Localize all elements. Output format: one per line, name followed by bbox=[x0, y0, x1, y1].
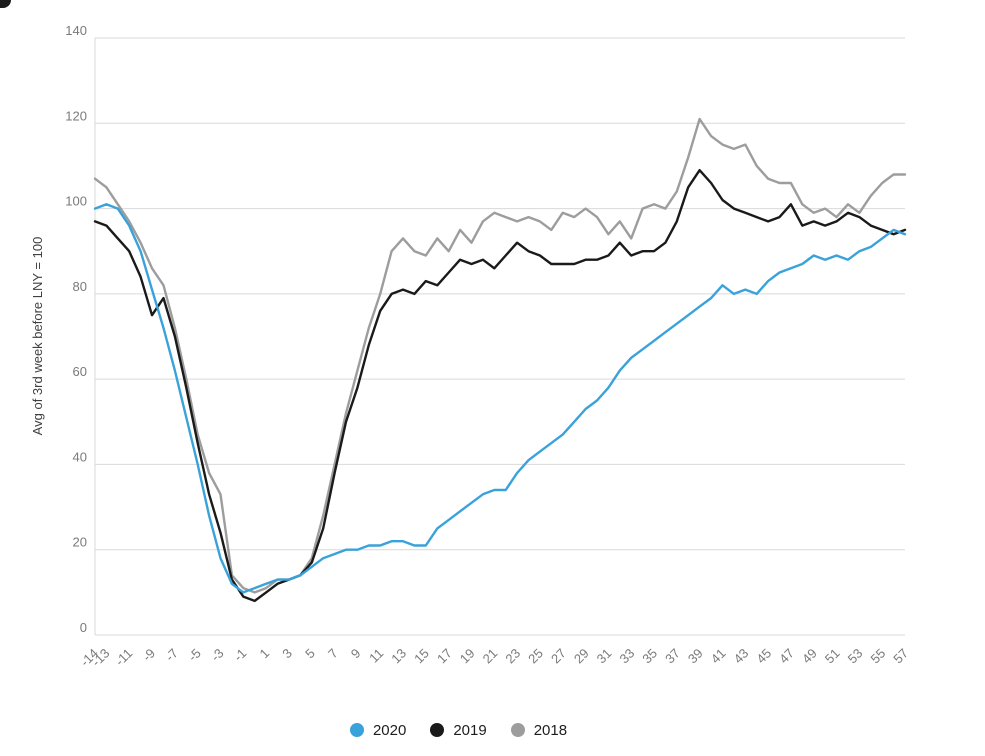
y-axis-tick-labels: 0 20 40 60 80 100 120 140 bbox=[65, 23, 87, 635]
x-tick-label-51: 51 bbox=[822, 646, 843, 667]
x-tick-label-45: 45 bbox=[753, 646, 774, 667]
x-tick-label-17: 17 bbox=[434, 646, 455, 667]
x-tick-label--3: -3 bbox=[208, 646, 227, 665]
legend-item-2020[interactable]: 2020 bbox=[349, 721, 407, 739]
series-line-2019 bbox=[93, 168, 907, 603]
x-tick-label-41: 41 bbox=[708, 646, 729, 667]
x-tick-label--9: -9 bbox=[139, 646, 158, 665]
screenshot-corner-artifact bbox=[0, 0, 11, 8]
y-tick-label-0: 0 bbox=[80, 620, 87, 635]
x-tick-label-21: 21 bbox=[480, 646, 501, 667]
x-tick-label-27: 27 bbox=[548, 646, 569, 667]
x-tick-label-11: 11 bbox=[366, 646, 386, 666]
series-line-2018 bbox=[93, 117, 907, 594]
x-tick-label-7: 7 bbox=[325, 646, 341, 662]
legend-dot-2020 bbox=[349, 723, 364, 737]
x-tick-label-25: 25 bbox=[525, 646, 546, 667]
x-tick-label--7: -7 bbox=[162, 646, 181, 665]
legend-label-2019: 2019 bbox=[453, 721, 487, 739]
y-axis-title: Avg of 3rd week before LNY = 100 bbox=[30, 237, 45, 436]
x-tick-label-49: 49 bbox=[799, 646, 820, 667]
x-tick-label-37: 37 bbox=[662, 646, 683, 667]
x-tick-label-57: 57 bbox=[890, 646, 911, 667]
legend-item-2019[interactable]: 2019 bbox=[430, 721, 487, 739]
y-tick-label-120: 120 bbox=[65, 108, 87, 123]
legend-dot-2018 bbox=[510, 723, 525, 737]
x-tick-label-43: 43 bbox=[731, 646, 752, 667]
x-tick-label-19: 19 bbox=[457, 646, 478, 667]
series-line-2020 bbox=[93, 203, 907, 594]
gridlines bbox=[94, 37, 905, 636]
y-tick-label-40: 40 bbox=[73, 449, 87, 464]
x-tick-label-55: 55 bbox=[867, 646, 888, 667]
x-tick-label--5: -5 bbox=[185, 646, 204, 665]
y-tick-label-80: 80 bbox=[73, 279, 87, 294]
x-tick-label-23: 23 bbox=[502, 646, 523, 667]
y-tick-label-100: 100 bbox=[65, 194, 87, 209]
legend-item-2018[interactable]: 2018 bbox=[510, 721, 568, 739]
y-tick-label-140: 140 bbox=[65, 23, 87, 38]
legend-dot-2019 bbox=[430, 723, 445, 737]
x-tick-label-29: 29 bbox=[571, 646, 592, 667]
x-tick-label-31: 31 bbox=[594, 646, 615, 667]
x-tick-label-39: 39 bbox=[685, 646, 706, 667]
x-tick-label--11: -11 bbox=[112, 646, 135, 669]
legend-label-2018: 2018 bbox=[533, 721, 568, 739]
series-lines bbox=[93, 117, 907, 603]
x-tick-label--1: -1 bbox=[231, 646, 250, 665]
x-tick-label-35: 35 bbox=[639, 646, 660, 667]
x-tick-label-9: 9 bbox=[348, 646, 364, 662]
x-tick-label-13: 13 bbox=[388, 646, 409, 667]
y-tick-label-60: 60 bbox=[73, 364, 87, 379]
x-axis-tick-labels: -14-13 -11 -9 -7 -5 -3 -1 1 3 5 7 9 11 13 15 17 19 21 23 25… bbox=[77, 646, 911, 670]
x-tick-label-1: 1 bbox=[256, 646, 272, 662]
x-tick-label-3: 3 bbox=[279, 646, 295, 662]
x-tick-label-53: 53 bbox=[845, 646, 866, 667]
chart-legend: 2020 2019 2018 bbox=[0, 706, 951, 754]
y-tick-label-20: 20 bbox=[73, 535, 87, 550]
x-tick-label-33: 33 bbox=[616, 646, 637, 667]
x-tick-label-47: 47 bbox=[776, 646, 797, 667]
x-tick-label-15: 15 bbox=[411, 646, 432, 667]
x-tick-label-5: 5 bbox=[302, 646, 318, 662]
legend-label-2020: 2020 bbox=[372, 721, 407, 739]
